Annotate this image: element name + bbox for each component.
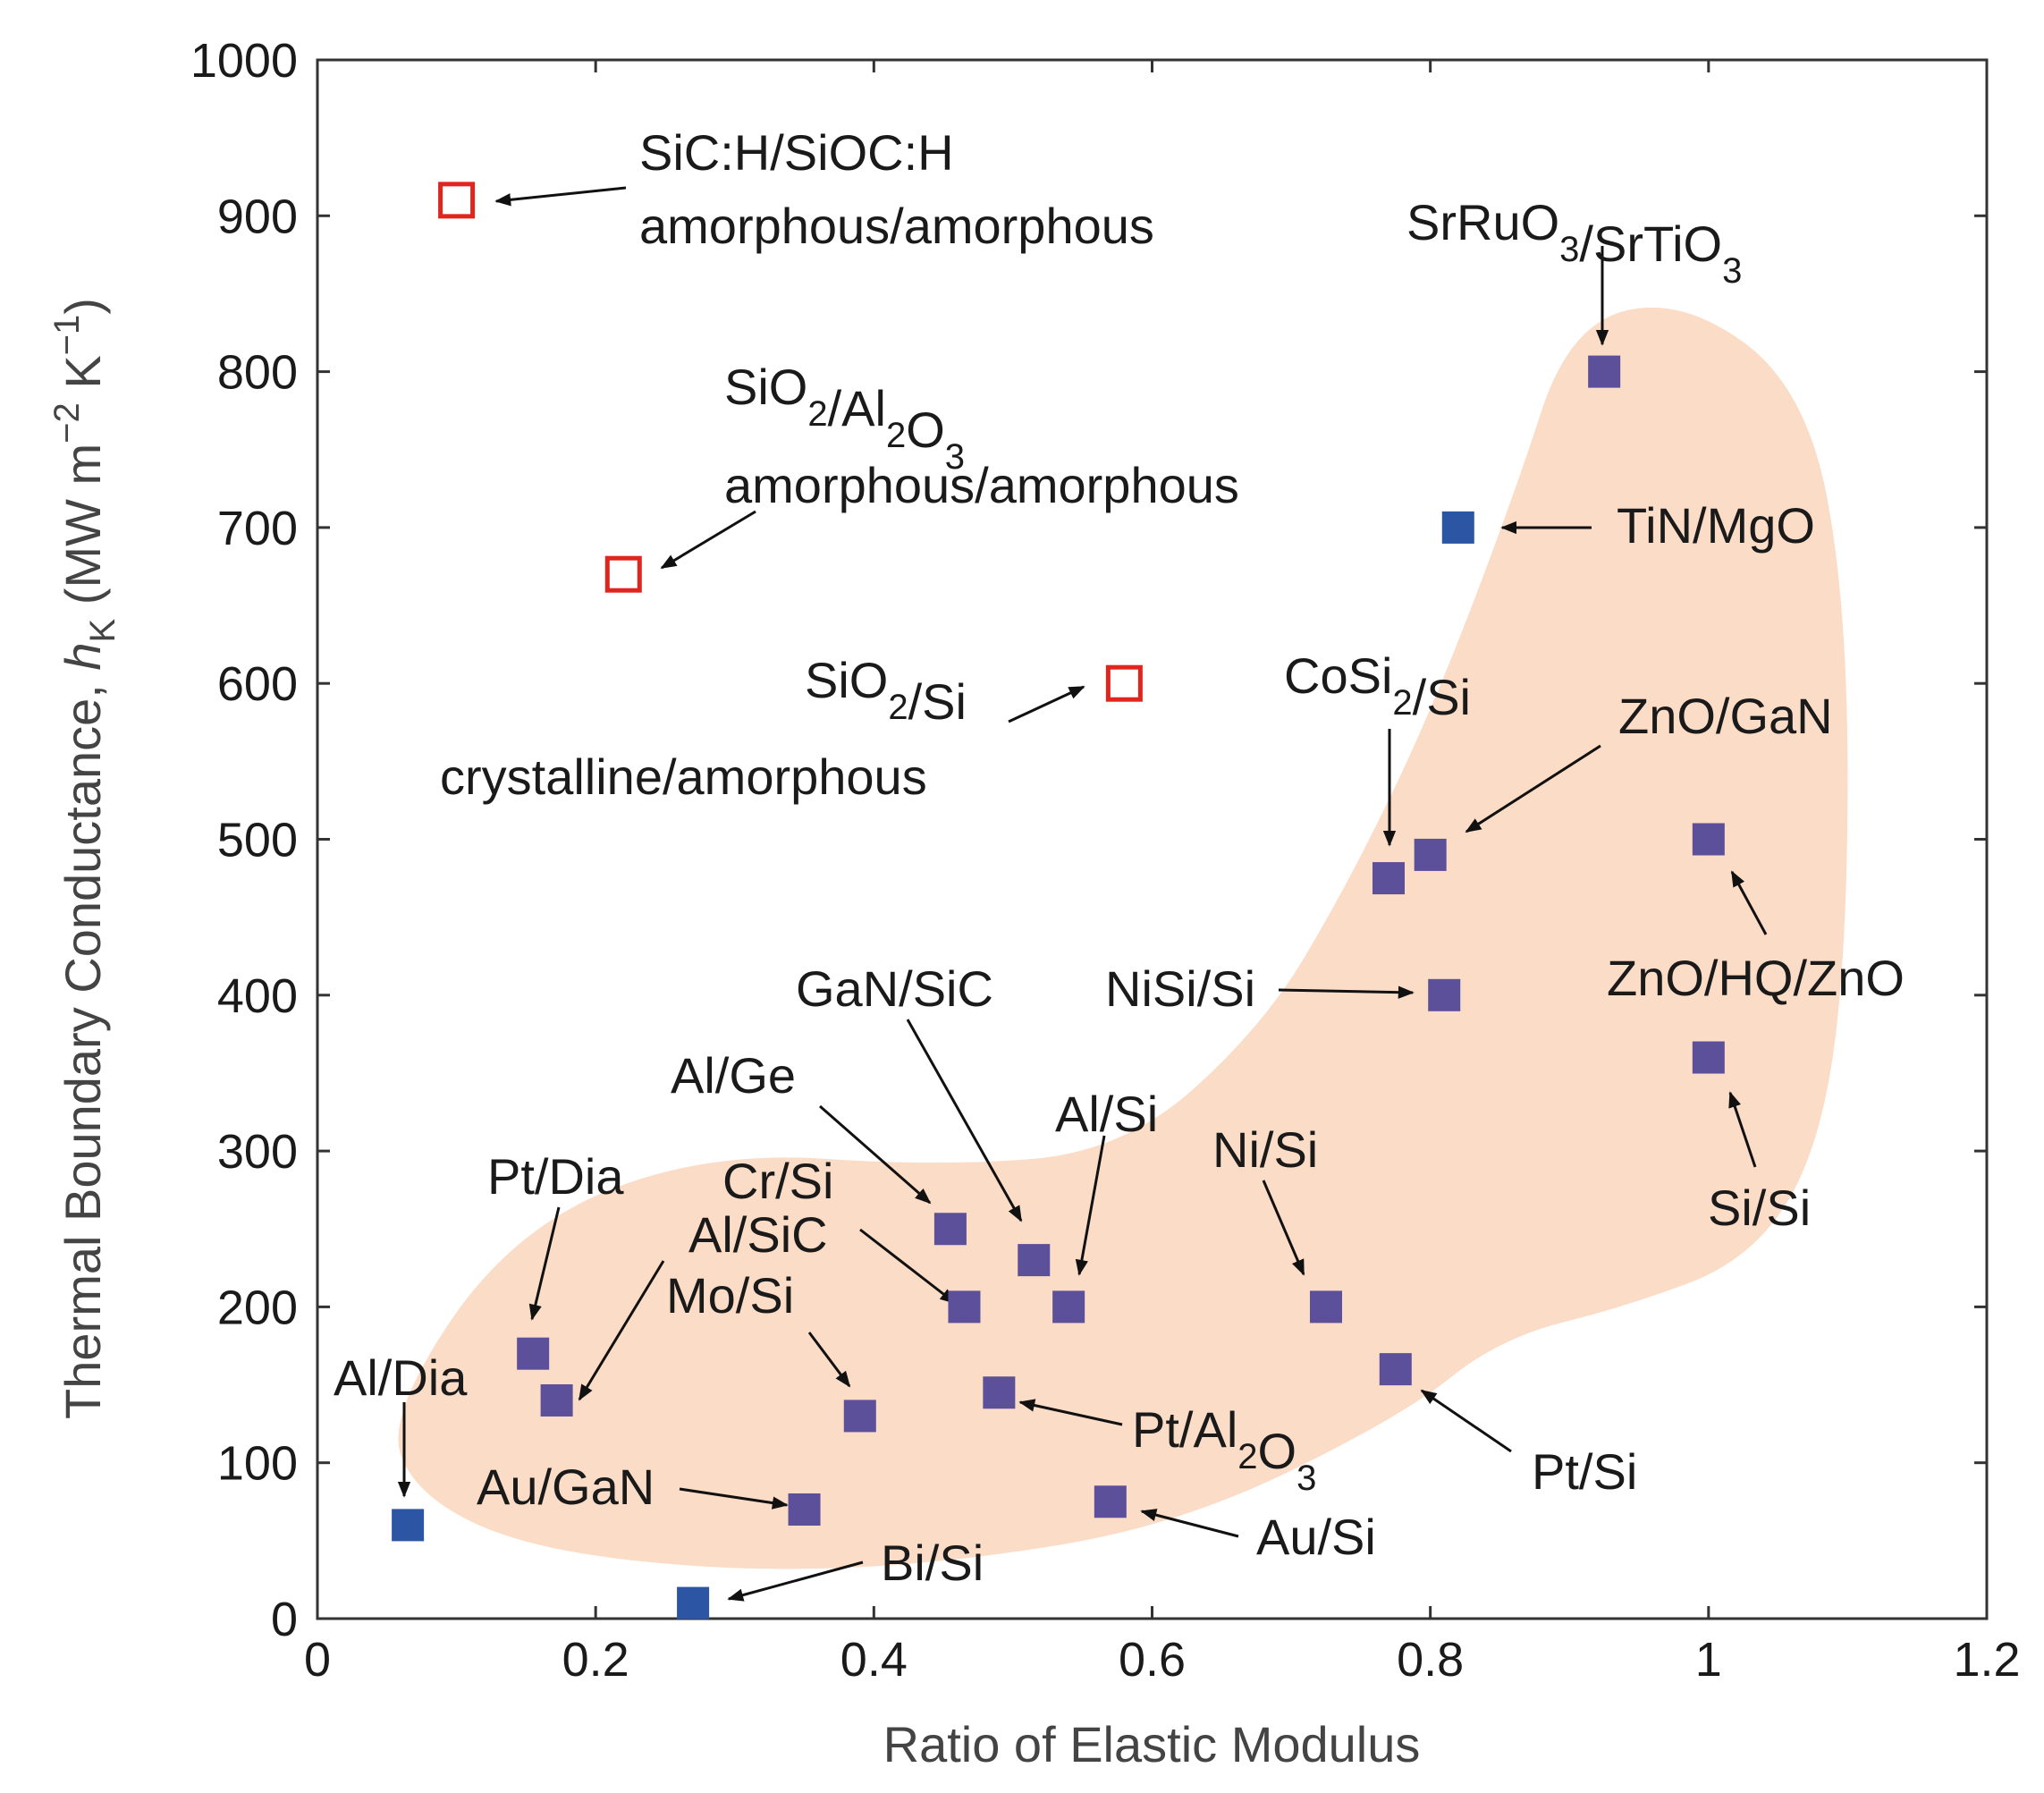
annotation-ni-si: Ni/Si	[1212, 1121, 1318, 1178]
crystalline-point	[1372, 862, 1405, 895]
x-tick-label: 0	[304, 1633, 331, 1687]
crystalline-point	[517, 1337, 550, 1370]
annotation-arrow	[807, 1332, 851, 1388]
y-tick-label: 900	[217, 190, 298, 243]
annotation-sio2-si: SiO2/Si	[805, 652, 967, 730]
y-tick-label: 400	[217, 969, 298, 1023]
annotation-al-dia: Al/Dia	[334, 1349, 468, 1406]
annotation-arrow	[819, 1104, 932, 1205]
annotation-au-gan: Au/GaN	[477, 1459, 655, 1515]
annotation-arrow	[906, 1019, 1023, 1222]
y-axis-title: Thermal Boundary Conductance, hK (MW m−2…	[47, 298, 122, 1419]
y-tick-label: 100	[217, 1437, 298, 1491]
crystalline-point	[843, 1400, 876, 1433]
annotation-arrow	[1262, 1180, 1305, 1276]
annotation-cr-si: Cr/Si	[722, 1153, 833, 1209]
annotation-arrow	[1420, 1389, 1512, 1453]
annotation-pt-si: Pt/Si	[1532, 1443, 1637, 1500]
annotation-gan-sic: GaN/SiC	[796, 960, 993, 1017]
annotation-srruo3: SrRuO3/SrTiO3	[1406, 194, 1742, 291]
annotation-arrow	[528, 1206, 561, 1321]
amorphous-point	[1105, 664, 1143, 702]
y-tick-label: 0	[271, 1593, 298, 1646]
axes: 0 0.2 0.4 0.6 0.8 1 1.2 0 100 200 300 400 500 600 700 8…	[190, 34, 2021, 1687]
crystalline-point	[1309, 1290, 1342, 1324]
crystalline-point	[933, 1213, 967, 1246]
annotation-arrow	[660, 510, 756, 570]
annotation-arrow	[1728, 1091, 1757, 1168]
annotation-arrow	[1465, 744, 1601, 833]
crystalline-point	[677, 1586, 710, 1620]
annotation-sio2-al2o3: SiO2/Al2O3	[724, 359, 965, 477]
amorphous-point	[604, 555, 642, 593]
annotation-arrows	[397, 186, 1768, 1602]
annotation-pt-al2o3: Pt/Al2O3	[1132, 1401, 1316, 1498]
annotation-arrow	[494, 186, 627, 207]
crystalline-point	[1052, 1290, 1085, 1324]
y-tick-label: 600	[217, 657, 298, 711]
annotation-al-sic: Al/SiC	[688, 1206, 828, 1263]
annotation-arrow	[1008, 685, 1085, 723]
annotation-al-si: Al/Si	[1055, 1086, 1158, 1142]
annotation-arrow	[1075, 1135, 1106, 1276]
annotation-tin-mgo: TiN/MgO	[1617, 497, 1815, 554]
x-tick-label: 1.2	[1953, 1633, 2020, 1687]
annotation-arrow	[727, 1560, 864, 1602]
annotation-arrow	[1278, 985, 1415, 999]
crystalline-point	[1441, 511, 1474, 544]
y-tick-label: 1000	[190, 34, 298, 88]
y-tick-label: 700	[217, 502, 298, 555]
x-tick-label: 0.6	[1119, 1633, 1186, 1687]
x-tick-label: 0.4	[840, 1633, 908, 1687]
annotation-sic-h: SiC:H/SiOC:H	[639, 124, 954, 181]
x-tick-label: 0.8	[1397, 1633, 1464, 1687]
x-tick-label: 1	[1695, 1633, 1722, 1687]
annotation-arrow	[1730, 870, 1768, 935]
crystalline-point	[1588, 355, 1621, 388]
annotation-zno-gan: ZnO/GaN	[1618, 688, 1833, 744]
crystalline-point	[1018, 1244, 1051, 1277]
amorphous-point	[438, 182, 476, 219]
crystalline-point	[540, 1383, 573, 1417]
crystalline-point	[1094, 1485, 1127, 1518]
crystalline-point	[1692, 823, 1725, 856]
x-axis-title: Ratio of Elastic Modulus	[883, 1716, 1421, 1772]
annotation-arrow	[859, 1228, 957, 1305]
crystalline-point	[788, 1493, 821, 1526]
y-tick-label: 800	[217, 346, 298, 400]
annotation-zno-hq: ZnO/HQ/ZnO	[1607, 950, 1905, 1006]
x-tick-label: 0.2	[562, 1633, 629, 1687]
annotation-pt-dia: Pt/Dia	[487, 1148, 624, 1205]
annotation-sic-h: amorphous/amorphous	[639, 198, 1154, 254]
highlight-band	[398, 307, 1848, 1569]
annotation-au-si: Au/Si	[1256, 1509, 1376, 1565]
annotation-arrow	[578, 1260, 665, 1401]
highlight-region	[398, 307, 1848, 1569]
annotation-nisi-si: NiSi/Si	[1105, 960, 1255, 1017]
annotation-arrow	[1018, 1399, 1123, 1426]
y-tick-label: 200	[217, 1281, 298, 1334]
data-points	[392, 182, 1725, 1620]
y-tick-label: 300	[217, 1125, 298, 1179]
annotation-al-ge: Al/Ge	[671, 1047, 796, 1104]
annotation-mo-si: Mo/Si	[666, 1267, 794, 1324]
annotation-arrow	[679, 1487, 789, 1510]
crystalline-point	[983, 1376, 1016, 1409]
annotation-arrow	[1140, 1509, 1239, 1538]
annotation-cosi2: CoSi2/Si	[1284, 647, 1471, 725]
crystalline-point	[1379, 1353, 1412, 1386]
y-tick-label: 500	[217, 814, 298, 867]
crystalline-point	[1428, 978, 1461, 1011]
crystalline-point	[948, 1290, 981, 1324]
annotation-si-si: Si/Si	[1708, 1180, 1811, 1236]
crystalline-point	[1414, 838, 1447, 871]
crystalline-point	[1692, 1041, 1725, 1074]
annotation-labels: SiC:H/SiOC:Hamorphous/amorphousSiO2/Al2O…	[334, 124, 1905, 1591]
annotation-sio2-si: crystalline/amorphous	[440, 748, 927, 805]
annotation-bi-si: Bi/Si	[881, 1535, 984, 1591]
crystalline-point	[392, 1509, 425, 1542]
annotation-sio2-al2o3: amorphous/amorphous	[724, 457, 1239, 513]
